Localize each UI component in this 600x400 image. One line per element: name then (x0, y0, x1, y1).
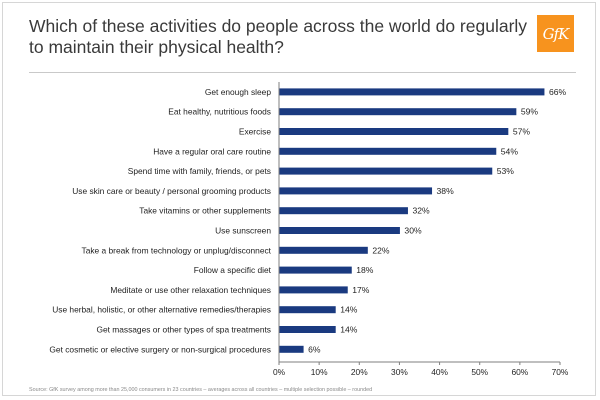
category-label: Meditate or use other relaxation techniq… (110, 285, 271, 295)
category-label: Get enough sleep (205, 87, 271, 97)
bar (279, 246, 368, 254)
bar (279, 266, 352, 274)
value-label: 17% (352, 285, 370, 295)
x-tick-label: 30% (391, 367, 408, 377)
value-label: 6% (308, 344, 321, 354)
value-label: 53% (497, 166, 515, 176)
value-label: 22% (372, 245, 390, 255)
bar (279, 167, 493, 175)
title-divider (29, 72, 576, 73)
x-tick-label: 20% (351, 367, 368, 377)
bar (279, 128, 509, 135)
value-label: 57% (513, 127, 531, 137)
bar (279, 88, 545, 96)
x-tick-label: 10% (311, 367, 328, 377)
bar (279, 345, 304, 353)
slide-title: Which of these activities do people acro… (29, 16, 528, 57)
category-label: Take vitamins or other supplements (139, 206, 271, 216)
bar (279, 187, 433, 195)
bar (279, 147, 497, 155)
category-label: Have a regular oral care routine (153, 146, 271, 156)
bar (279, 306, 336, 314)
category-label: Take a break from technology or unplug/d… (82, 245, 272, 255)
bar (279, 326, 336, 333)
category-label: Follow a specific diet (194, 265, 272, 275)
bar (279, 108, 517, 116)
x-tick-label: 70% (552, 367, 569, 377)
category-label: Spend time with family, friends, or pets (128, 166, 271, 176)
category-label: Use herbal, holistic, or other alternati… (52, 305, 271, 315)
category-label: Get cosmetic or elective surgery or non-… (49, 344, 271, 354)
slide-frame (2, 2, 596, 396)
x-tick-label: 60% (511, 367, 528, 377)
logo-text: GfK (542, 24, 570, 43)
bar (279, 227, 400, 234)
source-note: Source: GfK survey among more than 25,00… (29, 387, 373, 393)
value-label: 32% (412, 206, 430, 216)
value-label: 54% (501, 146, 519, 156)
category-label: Eat healthy, nutritious foods (168, 107, 271, 117)
x-tick-label: 50% (471, 367, 488, 377)
bar (279, 207, 408, 215)
category-label: Use skin care or beauty / personal groom… (72, 186, 271, 196)
x-tick-label: 0% (273, 367, 286, 377)
bar (279, 286, 348, 294)
value-label: 18% (356, 265, 374, 275)
category-label: Get massages or other types of spa treat… (96, 325, 271, 335)
category-label: Use sunscreen (215, 226, 271, 236)
value-label: 14% (340, 325, 358, 335)
value-label: 66% (549, 87, 567, 97)
value-label: 38% (437, 186, 455, 196)
x-tick-label: 40% (431, 367, 448, 377)
category-label: Exercise (239, 127, 271, 137)
gfk-logo: GfK (537, 15, 574, 52)
value-label: 30% (404, 226, 422, 236)
value-label: 14% (340, 305, 358, 315)
value-label: 59% (521, 107, 539, 117)
